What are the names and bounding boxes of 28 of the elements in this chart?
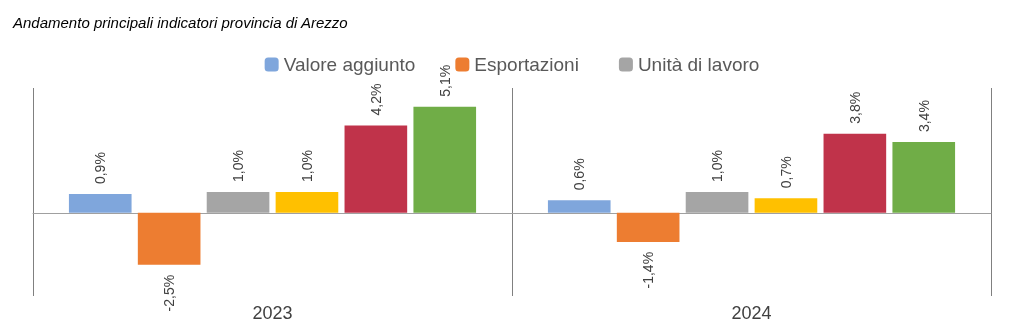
legend-label: Valore aggiunto	[283, 54, 416, 75]
bar	[344, 125, 408, 213]
data-label: 3,8%	[846, 91, 863, 124]
bar	[275, 192, 339, 213]
data-label: -2,5%	[161, 274, 178, 312]
data-label: -1,4%	[640, 251, 657, 289]
data-label: 5,1%	[436, 64, 453, 97]
data-label: 0,9%	[92, 152, 109, 185]
bar	[547, 200, 611, 213]
x-tick-label: 2023	[252, 303, 293, 323]
bar	[413, 106, 477, 213]
bar	[754, 198, 818, 213]
data-label: 0,7%	[777, 156, 794, 189]
data-label: 3,4%	[915, 100, 932, 133]
legend-label: Esportazioni	[474, 54, 579, 75]
chart-title: Andamento principali indicatori provincia di Arezzo	[12, 14, 348, 31]
bar	[68, 194, 132, 213]
data-label: 1,0%	[709, 150, 726, 182]
x-tick-label: 2024	[731, 303, 772, 323]
bar	[823, 133, 887, 213]
data-label: 4,2%	[367, 83, 384, 116]
bar	[137, 212, 201, 265]
data-label: 1,0%	[230, 150, 247, 182]
data-label: 1,0%	[298, 150, 315, 182]
data-label: 0,6%	[571, 158, 588, 191]
bar	[892, 142, 956, 213]
legend-label: Unità di lavoro	[637, 54, 760, 75]
bar	[616, 212, 680, 242]
